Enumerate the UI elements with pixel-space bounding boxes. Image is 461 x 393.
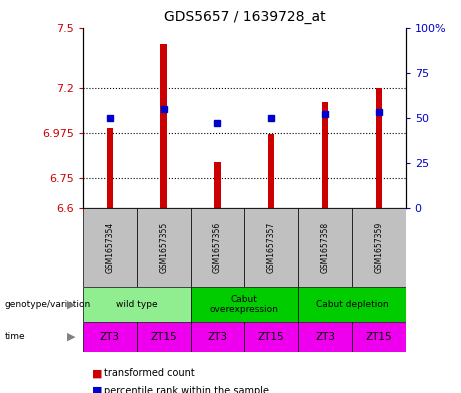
Bar (106, 128, 113, 208)
Text: GSM1657357: GSM1657357 (267, 222, 276, 273)
Text: ZT3: ZT3 (207, 332, 227, 342)
Text: percentile rank within the sample: percentile rank within the sample (104, 386, 269, 393)
Text: ■: ■ (92, 386, 103, 393)
Text: ZT15: ZT15 (258, 332, 284, 342)
Text: ZT3: ZT3 (100, 332, 120, 342)
Text: ZT15: ZT15 (150, 332, 177, 342)
Bar (83, 322, 137, 352)
Bar (137, 322, 190, 352)
Bar (190, 287, 298, 322)
Bar (268, 134, 274, 208)
Bar (160, 44, 167, 208)
Bar (376, 88, 382, 208)
Text: ZT3: ZT3 (315, 332, 335, 342)
Bar (83, 208, 137, 287)
Text: ■: ■ (92, 368, 103, 378)
Text: GSM1657354: GSM1657354 (106, 222, 114, 273)
Text: ZT15: ZT15 (366, 332, 392, 342)
Bar (214, 162, 221, 208)
Text: ▶: ▶ (67, 299, 76, 310)
Bar (352, 322, 406, 352)
Bar (190, 208, 244, 287)
Text: GSM1657356: GSM1657356 (213, 222, 222, 273)
Bar (352, 208, 406, 287)
Bar (137, 208, 190, 287)
Text: GSM1657359: GSM1657359 (374, 222, 383, 273)
Bar (190, 322, 244, 352)
Bar (322, 102, 328, 208)
Bar (298, 322, 352, 352)
Text: genotype/variation: genotype/variation (5, 300, 91, 309)
Text: transformed count: transformed count (104, 368, 195, 378)
Text: Cabut
overexpression: Cabut overexpression (210, 295, 279, 314)
Text: ▶: ▶ (67, 332, 76, 342)
Text: Cabut depletion: Cabut depletion (316, 300, 388, 309)
Bar (298, 287, 406, 322)
Text: GSM1657358: GSM1657358 (320, 222, 330, 273)
Bar (83, 287, 190, 322)
Text: time: time (5, 332, 25, 342)
Text: wild type: wild type (116, 300, 158, 309)
Bar (298, 208, 352, 287)
Text: GSM1657355: GSM1657355 (159, 222, 168, 273)
Title: GDS5657 / 1639728_at: GDS5657 / 1639728_at (164, 10, 325, 24)
Bar (244, 322, 298, 352)
Bar (244, 208, 298, 287)
